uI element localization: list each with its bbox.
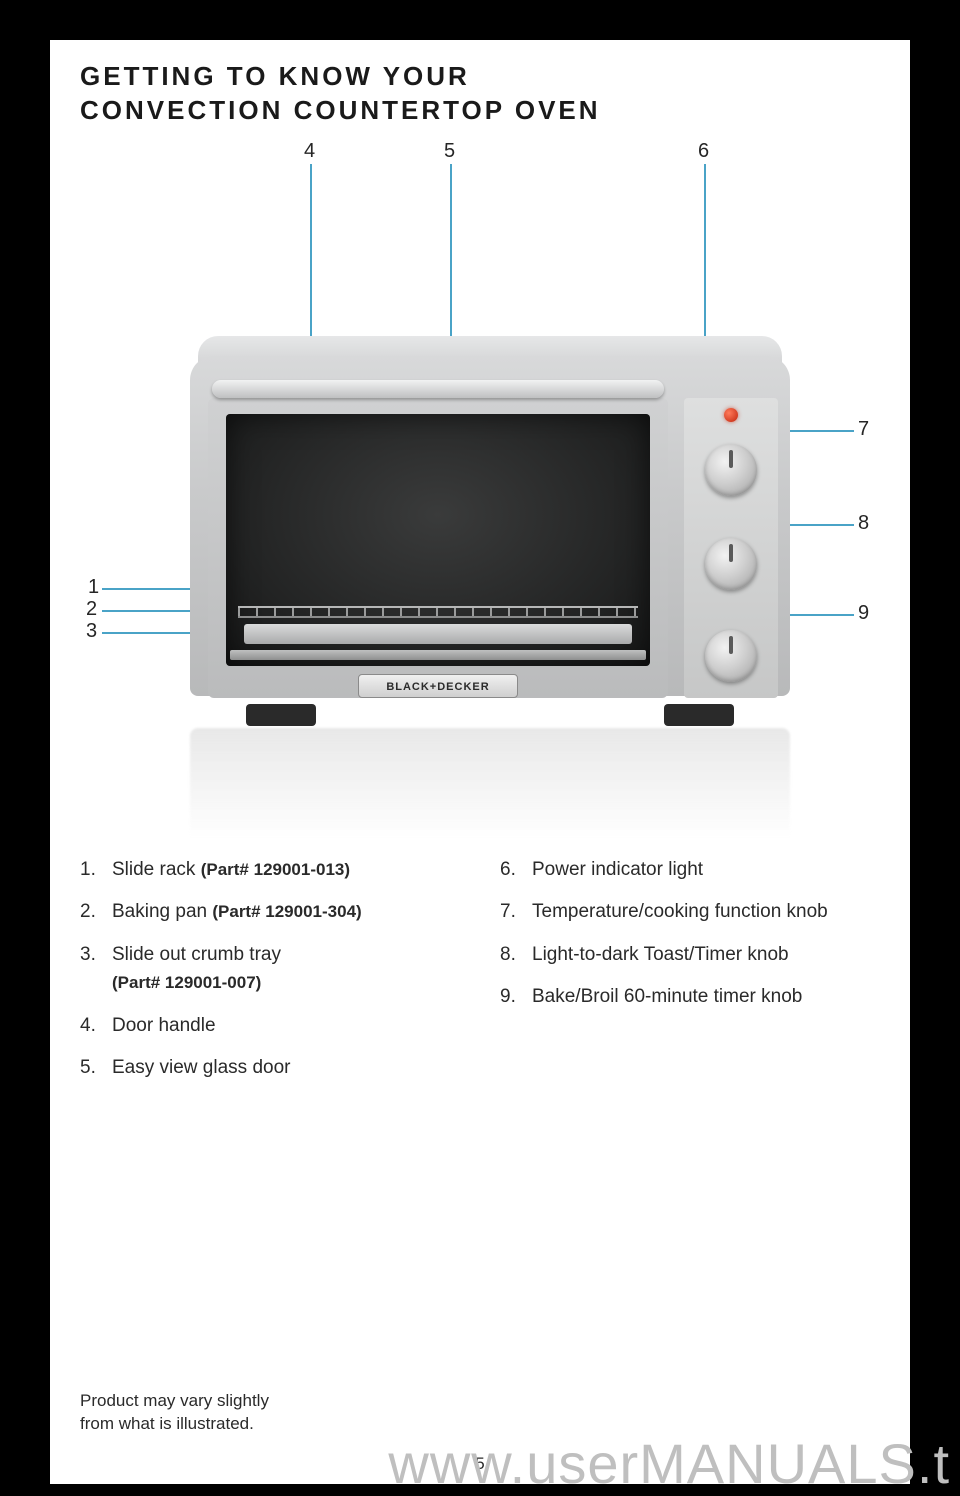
power-indicator-light	[724, 408, 738, 422]
oven-illustration: BLACK+DECKER	[190, 336, 790, 726]
item-text: Baking pan (Part# 129001-304)	[112, 898, 460, 927]
item-text: Power indicator light	[532, 856, 880, 885]
item-text: Slide out crumb tray(Part# 129001-007)	[112, 941, 460, 998]
item-number: 5.	[80, 1054, 112, 1083]
crumb-tray	[230, 650, 646, 660]
oven-foot	[246, 704, 316, 726]
parts-list: 1. Slide rack (Part# 129001-013) 2. Baki…	[80, 856, 880, 1097]
list-item: 6. Power indicator light	[500, 856, 880, 885]
temperature-knob	[705, 444, 757, 496]
item-text: Light-to-dark Toast/Timer knob	[532, 941, 880, 970]
oven-body: BLACK+DECKER	[190, 356, 790, 696]
reflection	[190, 728, 790, 838]
bake-broil-timer-knob	[705, 630, 757, 682]
item-number: 8.	[500, 941, 532, 970]
oven-foot	[664, 704, 734, 726]
brand-plate: BLACK+DECKER	[358, 674, 518, 698]
list-item: 3. Slide out crumb tray(Part# 129001-007…	[80, 941, 460, 998]
item-number: 9.	[500, 983, 532, 1012]
footnote-line-2: from what is illustrated.	[80, 1414, 254, 1433]
item-text: Bake/Broil 60-minute timer knob	[532, 983, 880, 1012]
list-item: 4. Door handle	[80, 1012, 460, 1041]
item-text: Temperature/cooking function knob	[532, 898, 880, 927]
item-text: Door handle	[112, 1012, 460, 1041]
page-title: GETTING TO KNOW YOUR CONVECTION COUNTERT…	[80, 60, 880, 128]
item-number: 2.	[80, 898, 112, 927]
item-number: 4.	[80, 1012, 112, 1041]
footnote-line-1: Product may vary slightly	[80, 1391, 269, 1410]
part-number: (Part# 129001-007)	[112, 973, 261, 992]
callout-line	[310, 164, 312, 364]
callout-label-7: 7	[858, 418, 869, 441]
item-text: Easy view glass door	[112, 1054, 460, 1083]
callout-label-2: 2	[86, 598, 97, 621]
callout-label-6: 6	[698, 140, 709, 163]
callout-label-9: 9	[858, 602, 869, 625]
list-item: 5. Easy view glass door	[80, 1054, 460, 1083]
door-handle	[212, 380, 664, 398]
manual-page: GETTING TO KNOW YOUR CONVECTION COUNTERT…	[50, 40, 910, 1484]
list-item: 7. Temperature/cooking function knob	[500, 898, 880, 927]
baking-pan	[244, 624, 632, 644]
list-item: 2. Baking pan (Part# 129001-304)	[80, 898, 460, 927]
list-item: 1. Slide rack (Part# 129001-013)	[80, 856, 460, 885]
part-number: (Part# 129001-013)	[201, 860, 350, 879]
item-number: 1.	[80, 856, 112, 885]
list-item: 8. Light-to-dark Toast/Timer knob	[500, 941, 880, 970]
item-number: 7.	[500, 898, 532, 927]
callout-label-4: 4	[304, 140, 315, 163]
title-line-2: CONVECTION COUNTERTOP OVEN	[80, 95, 601, 125]
title-line-1: GETTING TO KNOW YOUR	[80, 61, 470, 91]
toast-timer-knob	[705, 538, 757, 590]
item-text: Slide rack (Part# 129001-013)	[112, 856, 460, 885]
footnote: Product may vary slightly from what is i…	[80, 1390, 269, 1436]
item-number: 3.	[80, 941, 112, 998]
parts-list-right: 6. Power indicator light 7. Temperature/…	[500, 856, 880, 1097]
item-number: 6.	[500, 856, 532, 885]
control-panel	[684, 398, 778, 698]
part-number: (Part# 129001-304)	[212, 902, 361, 921]
product-diagram: 4 5 6 1 2 3 7 8 9	[80, 136, 880, 816]
watermark: www.userMANUALS.t	[388, 1431, 950, 1496]
callout-label-5: 5	[444, 140, 455, 163]
parts-list-left: 1. Slide rack (Part# 129001-013) 2. Baki…	[80, 856, 460, 1097]
list-item: 9. Bake/Broil 60-minute timer knob	[500, 983, 880, 1012]
slide-rack	[238, 606, 638, 618]
callout-label-1: 1	[88, 576, 99, 599]
callout-label-3: 3	[86, 620, 97, 643]
callout-label-8: 8	[858, 512, 869, 535]
